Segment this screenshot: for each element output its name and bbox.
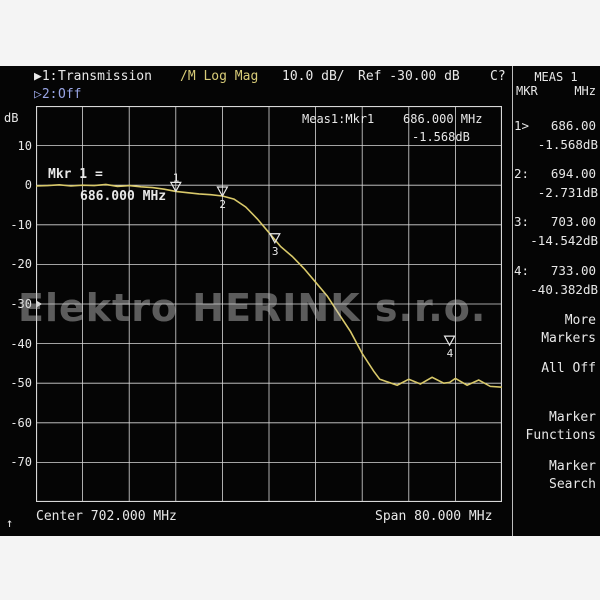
y-tick-label: -50 <box>10 376 32 391</box>
marker-functions-button[interactable]: Marker Functions <box>525 410 596 443</box>
marker-triangle <box>443 335 456 347</box>
marker-list-id: 3: <box>514 214 530 229</box>
reference-level-arrow <box>36 300 42 308</box>
marker-list-freq: 694.00 <box>550 166 596 181</box>
y-tick-label: -70 <box>10 455 32 470</box>
softkey-divider <box>512 66 513 536</box>
marker-triangle <box>169 181 182 193</box>
y-tick-label: -30 <box>10 297 32 311</box>
marker-number: 3 <box>272 245 279 258</box>
marker-list-item: 3: 703.00 <box>514 214 598 229</box>
marker-list-id: 2: <box>514 166 530 181</box>
marker-list-freq: 686.00 <box>550 118 596 133</box>
more-markers-button[interactable]: More Markers <box>541 313 596 346</box>
trace1-format[interactable]: /M Log Mag <box>180 69 259 84</box>
span-frequency[interactable]: Span 80.000 MHz <box>375 509 493 524</box>
softkey-columns: MKR MHz <box>516 84 596 98</box>
y-tick-label: 0 <box>24 178 32 193</box>
softkey-col-mkr: MKR <box>516 84 538 98</box>
y-tick-label: -40 <box>10 336 32 351</box>
transmission-trace <box>36 183 502 388</box>
marker-list-id: 1> <box>514 118 530 133</box>
trace2-label[interactable]: Off <box>58 87 82 102</box>
watermark-text: Elektro HERINK s.r.o. <box>18 286 487 330</box>
analyzer-screen <box>0 66 600 536</box>
trace1-parameter[interactable]: Transmission <box>58 69 152 84</box>
marker-readout-freq: 686.000 MHz <box>403 112 483 126</box>
trace1-reference[interactable]: Ref -30.00 dB <box>358 69 460 84</box>
y-tick-label: -60 <box>10 415 32 430</box>
active-marker-freq: 686.000 MHz <box>80 189 167 204</box>
marker-list-value: -2.731dB <box>537 185 598 200</box>
center-frequency[interactable]: Center 702.000 MHz <box>36 509 177 524</box>
softkey-title: MEAS 1 <box>534 70 578 84</box>
marker-readout-value: -1.568dB <box>412 130 470 144</box>
marker-triangle <box>216 186 229 198</box>
marker-number: 4 <box>447 347 454 360</box>
trace1-scale[interactable]: 10.0 dB/ <box>282 69 345 84</box>
all-off-button[interactable]: All Off <box>541 361 596 376</box>
marker-list-item: 4: 733.00 <box>514 263 598 278</box>
marker-triangle <box>268 233 281 245</box>
y-tick-label: -10 <box>10 217 32 232</box>
softkey-col-mhz: MHz <box>574 84 596 98</box>
marker-list-freq: 733.00 <box>550 263 596 278</box>
y-tick-label: -20 <box>10 257 32 272</box>
marker-readout-label: Meas1:Mkr1 <box>302 112 375 126</box>
active-marker-label: Mkr 1 = <box>48 167 103 182</box>
marker-list-value: -40.382dB <box>530 282 598 297</box>
marker-list-value: -14.542dB <box>530 233 598 248</box>
marker-list-item: 1> 686.00 <box>514 118 598 133</box>
marker-number: 1 <box>173 171 180 184</box>
marker-search-button[interactable]: Marker Search <box>549 459 596 492</box>
marker-list-value: -1.568dB <box>537 137 598 152</box>
marker-number: 2 <box>219 198 226 211</box>
y-axis-unit: dB <box>4 111 19 125</box>
trace-plot[interactable]: 1 2 3 4 <box>36 106 502 502</box>
up-arrow-icon: ↑ <box>6 516 14 530</box>
trace2-indicator[interactable]: ▷2: <box>34 87 58 102</box>
marker-list-freq: 703.00 <box>550 214 596 229</box>
trace1-indicator[interactable]: ▶1: <box>34 69 58 84</box>
marker-list-id: 4: <box>514 263 530 278</box>
y-tick-label: 10 <box>17 138 32 153</box>
marker-list-item: 2: 694.00 <box>514 166 598 181</box>
trace1-flag: C? <box>490 69 506 84</box>
